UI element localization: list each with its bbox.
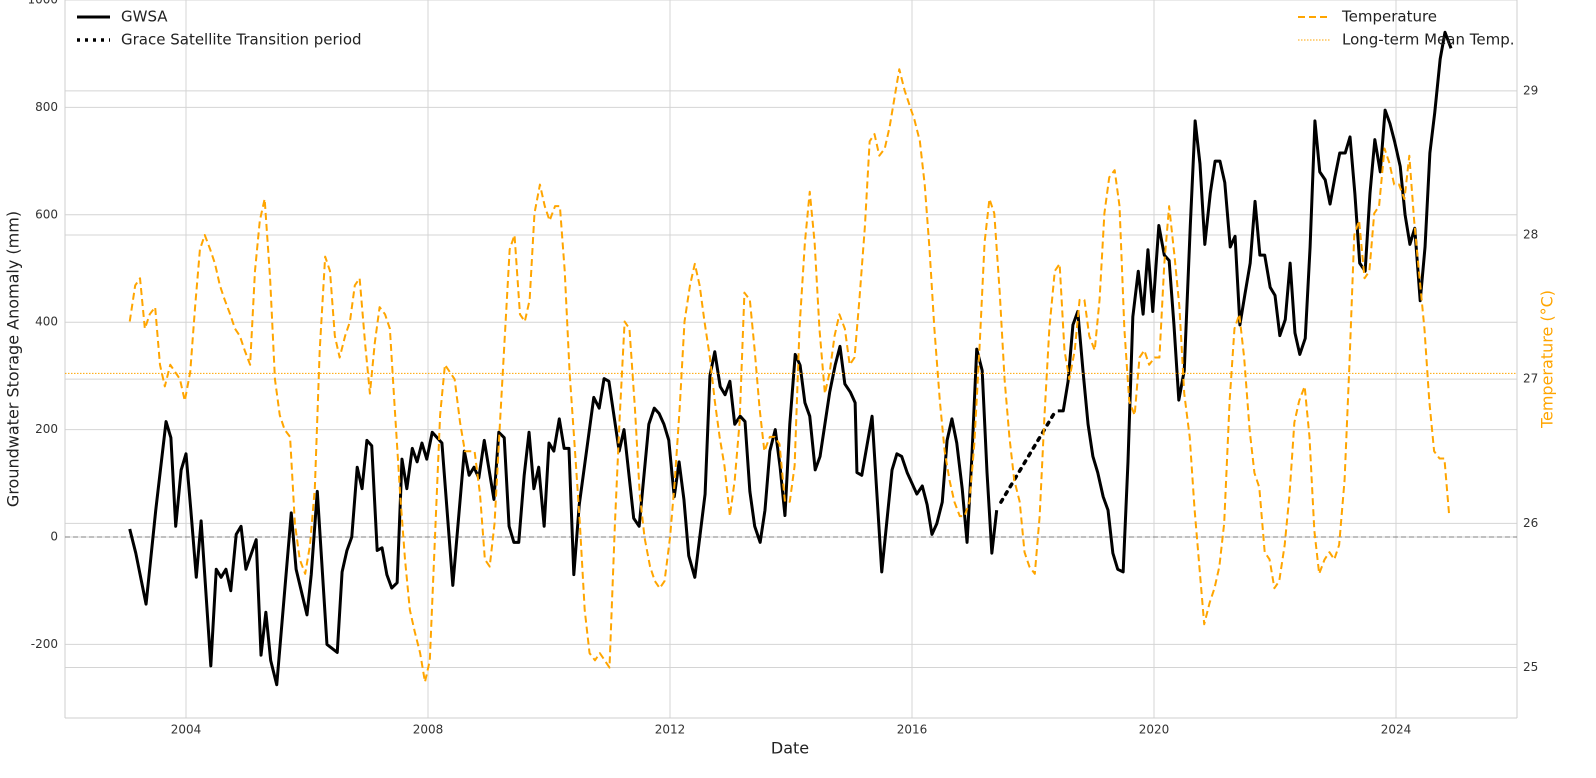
y2-tick-label: 29 [1523, 83, 1538, 97]
series-line [128, 30, 1453, 687]
y-tick-label: 400 [35, 315, 58, 329]
y-axis-label: Groundwater Storage Anomaly (mm) [4, 211, 23, 507]
series-line [128, 68, 1451, 683]
y-tick-label: 0 [50, 530, 58, 544]
legend-label: Temperature [1341, 8, 1437, 26]
x-tick-label: 2004 [171, 723, 202, 737]
x-tick-label: 2016 [897, 723, 928, 737]
y-tick-label: -200 [31, 637, 58, 651]
series-line [999, 408, 1058, 504]
y2-tick-label: 25 [1523, 660, 1538, 674]
y-tick-label: 800 [35, 100, 58, 114]
legend-label: Long-term Mean Temp. [1342, 31, 1515, 49]
x-tick-label: 2020 [1139, 723, 1170, 737]
y-tick-label: 600 [35, 207, 58, 221]
y2-tick-label: 26 [1523, 516, 1538, 530]
y-tick-label: 1000 [27, 0, 58, 7]
y2-axis-label: Temperature (°C) [1538, 290, 1557, 429]
y-tick-label: 200 [35, 422, 58, 436]
x-tick-label: 2012 [655, 723, 686, 737]
y2-tick-label: 27 [1523, 372, 1538, 386]
x-axis-label: Date [771, 739, 809, 758]
legend-label: Grace Satellite Transition period [121, 31, 362, 49]
x-tick-label: 2008 [413, 723, 444, 737]
y2-tick-label: 28 [1523, 228, 1538, 242]
x-tick-label: 2024 [1381, 723, 1412, 737]
legend-label: GWSA [121, 8, 168, 26]
